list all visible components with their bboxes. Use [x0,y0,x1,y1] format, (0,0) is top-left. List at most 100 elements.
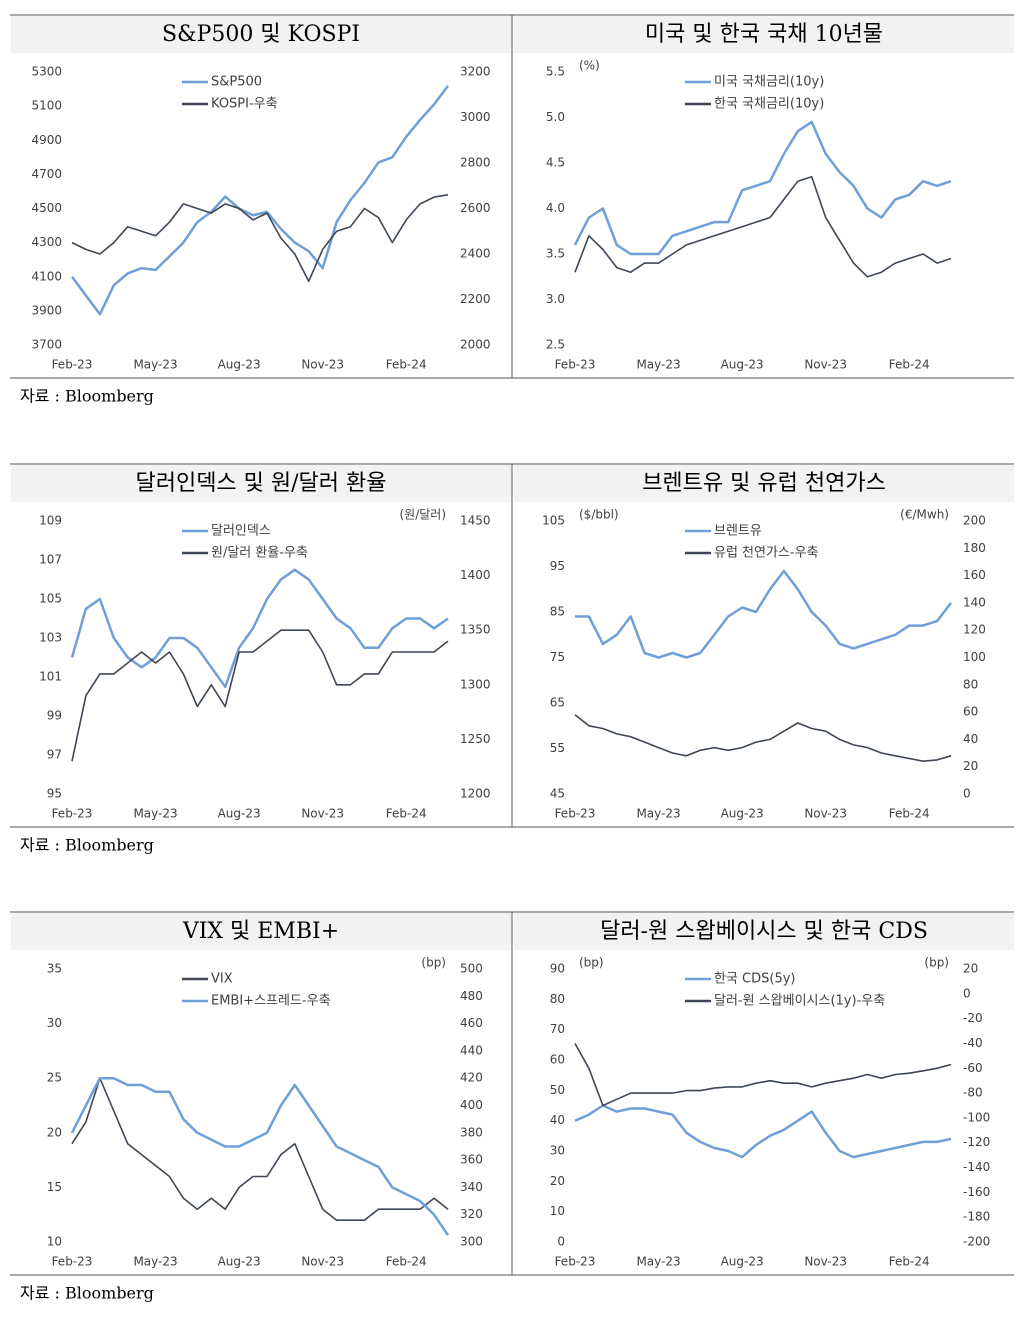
x-tick-label: Nov-23 [301,1255,344,1269]
tick-label: 3.0 [546,292,565,306]
tick-label: 60 [550,1053,565,1067]
tick-label: 120 [963,623,986,637]
tick-label: 25 [47,1071,62,1085]
tick-label: 5.0 [546,110,565,124]
tick-label: 103 [39,631,62,645]
series-line [71,629,449,762]
tick-label: -120 [963,1135,990,1149]
x-tick-label: Feb-23 [52,807,93,821]
title-bar [11,16,511,53]
tick-label: -20 [963,1011,983,1025]
tick-label: 80 [550,992,565,1006]
tick-label: 97 [47,748,62,762]
legend-label: 한국 국채금리(10y) [714,97,824,112]
legend-label: 브렌트유 [714,524,762,539]
tick-label: 30 [47,1016,62,1030]
x-tick-label: Aug-23 [218,358,261,372]
legend-label: 달러-원 스왑베이시스(1y)-우축 [714,994,885,1009]
chart-title: S&P500 및 KOSPI [162,22,360,47]
x-tick-label: Nov-23 [804,358,847,372]
tick-label: 2600 [460,201,491,215]
chart-title: 달러-원 스왑베이시스 및 한국 CDS [600,919,928,944]
x-tick-label: Aug-23 [721,807,764,821]
tick-label: 10 [47,1235,62,1249]
title-bar [514,913,1014,950]
x-tick-label: Feb-23 [555,1255,596,1269]
legend-label: 원/달러 환율-우축 [211,546,308,561]
y-axis-label: ($/bbl) [579,508,619,522]
tick-label: 2200 [460,292,491,306]
title-bar [514,465,1014,502]
x-tick-label: May-23 [133,807,177,821]
legend-label: 한국 CDS(5y) [714,972,796,987]
x-tick-label: Nov-23 [804,1255,847,1269]
x-tick-label: May-23 [133,358,177,372]
tick-label: 3200 [460,65,491,79]
tick-label: 40 [963,732,978,746]
tick-label: 20 [47,1125,62,1139]
y2-axis-label: (bp) [421,956,446,970]
tick-label: 4.0 [546,201,565,215]
series-line [70,568,449,689]
series-line [70,1076,450,1236]
x-tick-label: May-23 [636,807,680,821]
tick-label: -160 [963,1185,990,1199]
tick-label: 20 [963,759,978,773]
source: 자료 : Bloomberg [20,387,154,406]
legend-label: VIX [211,972,233,987]
tick-label: 3900 [31,303,62,317]
tick-label: 101 [39,670,62,684]
tick-label: 4500 [31,201,62,215]
x-tick-label: Aug-23 [721,1255,764,1269]
tick-label: 107 [39,553,62,567]
y-axis-label: (%) [579,59,600,73]
tick-label: -100 [963,1110,990,1124]
tick-label: 4.5 [546,156,565,170]
tick-label: 420 [460,1071,483,1085]
tick-label: 85 [550,605,565,619]
x-tick-label: Feb-24 [386,358,427,372]
x-tick-label: Aug-23 [218,807,261,821]
tick-label: -140 [963,1160,990,1174]
tick-label: -80 [963,1086,983,1100]
tick-label: 340 [460,1180,483,1194]
tick-label: 70 [550,1022,565,1036]
tick-label: 320 [460,1207,483,1221]
series-line [573,120,952,256]
title-bar [514,16,1014,53]
tick-label: -200 [963,1235,990,1249]
x-tick-label: Aug-23 [218,1255,261,1269]
tick-label: 1300 [460,677,491,691]
tick-label: 105 [542,514,565,528]
series-line [71,194,449,283]
tick-label: 55 [550,741,565,755]
tick-label: 95 [47,787,62,801]
tick-label: 105 [39,592,62,606]
tick-label: 80 [963,677,978,691]
tick-label: 95 [550,559,565,573]
tick-label: 360 [460,1153,483,1167]
tick-label: 1250 [460,732,491,746]
tick-label: 1450 [460,514,491,528]
tick-label: 3000 [460,110,491,124]
tick-label: 10 [550,1204,565,1218]
legend-label: KOSPI-우축 [211,97,278,112]
legend-label: 미국 국채금리(10y) [714,75,824,90]
tick-label: 2400 [460,247,491,261]
tick-label: 109 [39,514,62,528]
tick-label: 4300 [31,235,62,249]
legend-label: 달러인덱스 [211,524,271,539]
title-bar [11,913,511,950]
legend-label: 유럽 천연가스-우축 [714,546,819,561]
y-axis-label: (bp) [579,956,604,970]
tick-label: 65 [550,696,565,710]
tick-label: -60 [963,1061,983,1075]
tick-label: 1400 [460,568,491,582]
tick-label: 100 [963,650,986,664]
tick-label: 380 [460,1125,483,1139]
tick-label: -40 [963,1036,983,1050]
y2-axis-label: (bp) [924,956,949,970]
tick-label: 75 [550,650,565,664]
x-tick-label: May-23 [133,1255,177,1269]
x-tick-label: Feb-23 [555,807,596,821]
